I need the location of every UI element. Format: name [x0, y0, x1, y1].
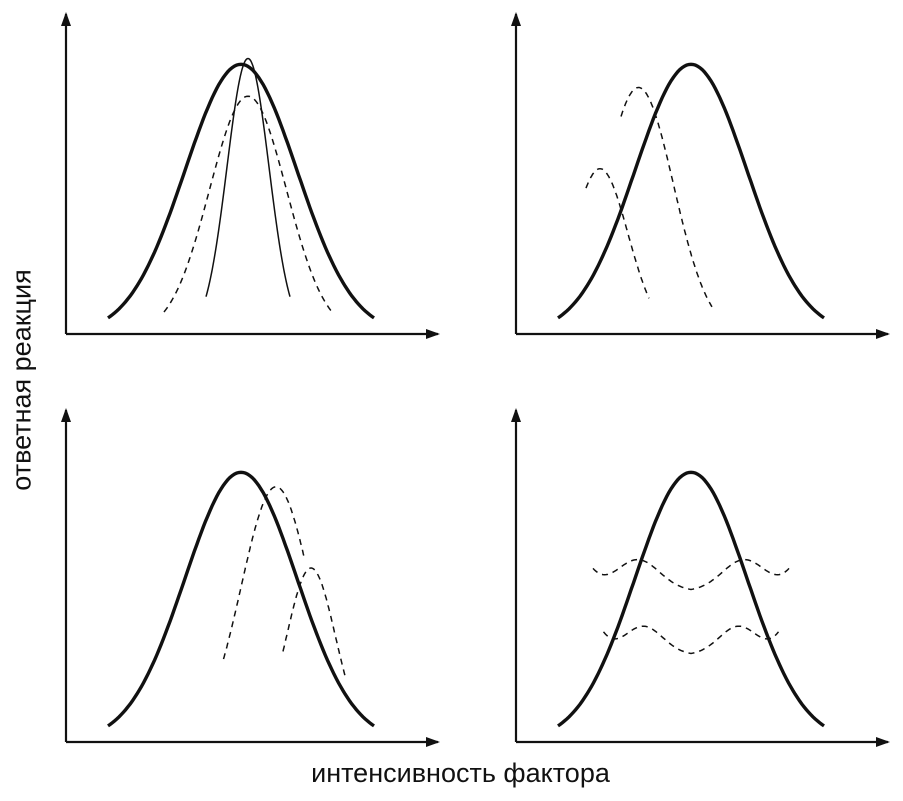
y-axis-label-wrapper: ответная реакция	[2, 180, 42, 580]
main-optimum-curve	[557, 470, 825, 728]
dashed-shift-left-large	[620, 86, 713, 308]
dashed-bimodal-lower	[602, 625, 780, 655]
dashed-shift-right-large	[222, 486, 305, 660]
main-optimum-curve	[107, 470, 375, 728]
main-optimum-curve	[557, 62, 825, 320]
panel-top-right	[511, 12, 890, 339]
dashed-bimodal-upper	[592, 558, 790, 591]
panel-top-left	[61, 12, 440, 339]
thin-narrow-curve	[205, 57, 291, 297]
y-axis-label: ответная реакция	[6, 269, 37, 491]
main-optimum-curve	[107, 62, 375, 320]
panel-bottom-right	[511, 408, 890, 747]
panel-bottom-left	[61, 408, 440, 747]
dashed-shift-left-small	[585, 167, 650, 299]
dashed-medium-curve	[163, 95, 333, 313]
x-axis-label: интенсивность фактора	[311, 758, 610, 788]
dashed-shift-right-small	[282, 567, 347, 680]
